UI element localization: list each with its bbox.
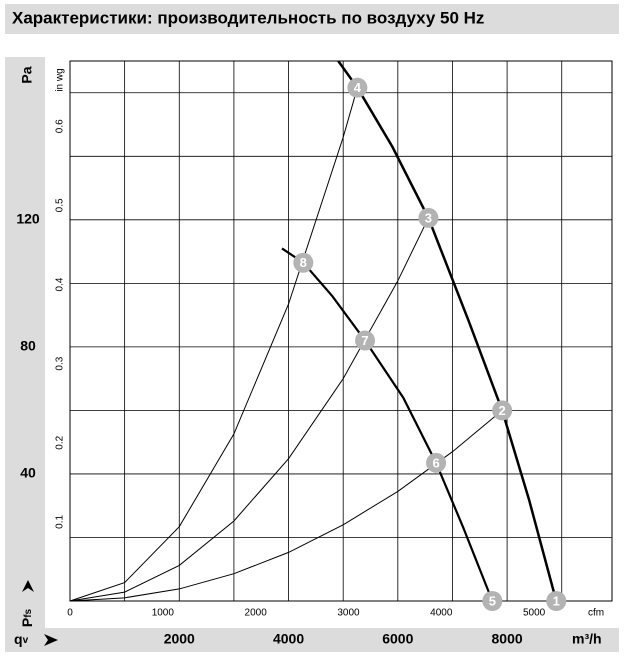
curve	[69, 87, 358, 602]
y-tick-label: 120	[16, 211, 40, 227]
x2-tick-label: 4000	[430, 608, 453, 619]
y2-tick-label: 0.3	[55, 356, 66, 370]
operating-point	[546, 591, 567, 611]
point-label: 6	[432, 455, 439, 470]
operating-point	[355, 330, 376, 351]
y-axis-label: Pa	[19, 66, 35, 83]
y-axis-bar	[5, 57, 45, 628]
point-label: 5	[489, 593, 496, 608]
y2-tick-label: 0.6	[55, 119, 66, 133]
y2-tick-label: 0.1	[55, 514, 66, 528]
y-symbol-sub: fs	[23, 608, 34, 617]
x-tick-label: 2000	[164, 631, 195, 647]
x2-tick-label: 1000	[152, 608, 175, 619]
x2-tick-label: 0	[67, 608, 73, 619]
x-symbol-sub: v	[23, 635, 29, 646]
operating-point	[418, 207, 439, 228]
point-label: 4	[354, 80, 362, 95]
point-label: 2	[499, 403, 506, 418]
y2-tick-label: 0.5	[55, 198, 66, 212]
x-axis-bar	[5, 628, 619, 652]
title-bar	[5, 4, 619, 34]
x-tick-label: 8000	[492, 631, 523, 647]
x2-tick-label: 2000	[245, 608, 268, 619]
x-axis-label: m³/h	[572, 631, 602, 647]
y2-tick-label: 0.2	[55, 435, 66, 449]
y-tick-label: 80	[20, 338, 36, 354]
point-label: 7	[361, 333, 368, 348]
operating-point	[347, 77, 368, 98]
x-symbol-main: q	[14, 631, 23, 647]
operating-point	[482, 591, 503, 611]
point-label: 1	[553, 593, 560, 608]
x-tick-label: 6000	[382, 631, 413, 647]
y-symbol: Pfs	[19, 608, 35, 627]
curve	[69, 217, 429, 602]
x2-tick-label: 5000	[523, 608, 546, 619]
y-tick-label: 40	[20, 465, 36, 481]
y2-axis-label: in wg	[55, 68, 66, 91]
plot-area	[69, 60, 613, 602]
y-symbol-main: P	[19, 618, 35, 627]
chart-title: Характеристики: производительность по во…	[12, 8, 484, 27]
y2-tick-label: 0.4	[55, 277, 66, 291]
x2-axis-label: cfm	[588, 608, 604, 619]
operating-point	[426, 452, 447, 473]
y-arrow	[22, 580, 34, 592]
point-label: 8	[300, 255, 307, 270]
point-label: 3	[425, 210, 432, 225]
operating-point	[293, 252, 314, 273]
x-symbol: qv	[14, 631, 29, 647]
x-arrow	[44, 634, 58, 646]
operating-point	[492, 400, 513, 421]
x-tick-label: 4000	[273, 631, 304, 647]
x2-tick-label: 3000	[337, 608, 360, 619]
curve	[337, 60, 558, 602]
